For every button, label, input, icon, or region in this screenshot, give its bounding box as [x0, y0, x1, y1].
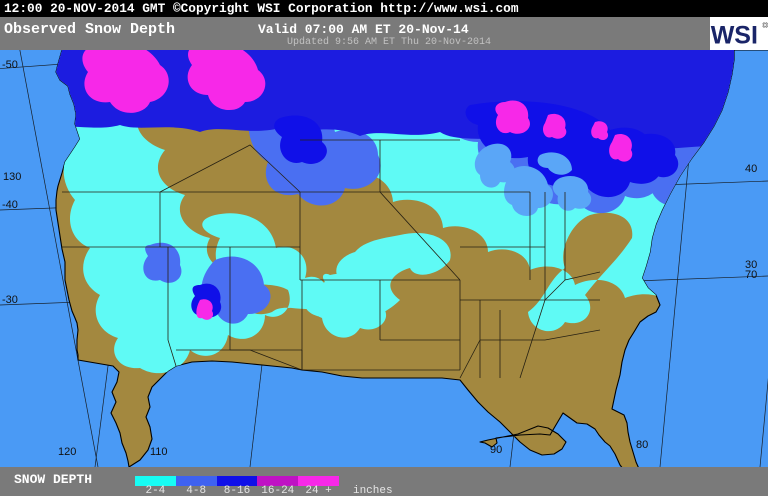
svg-text:130: 130 — [3, 171, 21, 183]
svg-text:-30: -30 — [2, 294, 18, 306]
svg-text:-50: -50 — [2, 59, 18, 71]
svg-text:80: 80 — [636, 439, 648, 451]
svg-text:40: 40 — [745, 163, 757, 175]
svg-text:-40: -40 — [2, 199, 18, 211]
svg-text:120: 120 — [58, 446, 76, 458]
svg-text:110: 110 — [150, 446, 168, 458]
svg-text:WSI: WSI — [711, 22, 758, 50]
svg-text:70: 70 — [745, 269, 757, 281]
